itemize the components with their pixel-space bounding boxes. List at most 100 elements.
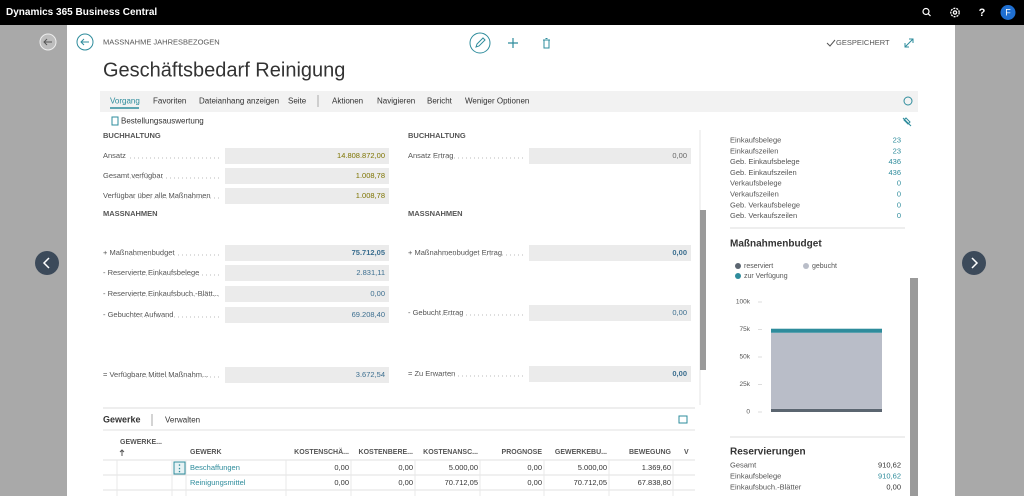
field-label: = Verfügbare Mittel Maßnahm...: [103, 370, 208, 379]
field-box: [529, 245, 691, 261]
field-label: Verfügbar über alle Maßnahmen: [103, 191, 211, 200]
saved-check: [826, 39, 836, 47]
field-value: 69.208,40: [352, 310, 385, 319]
user-initial[interactable]: F: [1005, 7, 1011, 17]
field-value: 0,00: [672, 151, 687, 160]
gewerk-name: Reinigungsmittel: [190, 478, 246, 487]
gewerk-name: Beschaffungen: [190, 463, 240, 472]
settings-icon[interactable]: [950, 7, 960, 18]
cue-label: Einkaufsbuch.-Blätter: [730, 482, 802, 491]
cue-label: Einkaufszeilen: [730, 146, 778, 155]
field-label: Ansatz Ertrag: [408, 151, 453, 160]
search-icon[interactable]: [922, 7, 931, 17]
section-header: MASSNAHMEN: [103, 209, 158, 218]
cue-value[interactable]: 23: [893, 135, 901, 144]
menu-tab[interactable]: Aktionen: [332, 97, 363, 106]
back-arrow: [80, 38, 89, 46]
field-box: [225, 245, 389, 261]
column-header: GEWERKEBU...: [555, 449, 607, 456]
menu-tab[interactable]: Seite: [288, 97, 307, 106]
previous-arrow: [42, 257, 50, 269]
cue-value[interactable]: 0: [897, 211, 901, 220]
delete-button[interactable]: [543, 38, 550, 49]
cue-value[interactable]: 0: [897, 200, 901, 209]
cue-value: 0,00: [886, 482, 901, 491]
cue-label: Einkaufsbelege: [730, 471, 781, 480]
part-action[interactable]: Verwalten: [165, 416, 200, 425]
column-header: V: [684, 449, 689, 456]
expand-button[interactable]: [678, 415, 688, 424]
section-title: Reservierungen: [730, 447, 806, 458]
factbox-scroll-thumb[interactable]: [910, 278, 918, 496]
menu-tab[interactable]: Weniger Optionen: [465, 97, 529, 106]
table-cell: 0,00: [334, 463, 349, 472]
info-button[interactable]: [903, 96, 913, 106]
table-cell: 67.838,80: [638, 478, 671, 487]
field-value: 2.831,11: [356, 268, 385, 277]
cue-value[interactable]: 436: [888, 168, 901, 177]
cue-value[interactable]: 0: [897, 179, 901, 188]
cue-value[interactable]: 23: [893, 146, 901, 155]
y-tick-label: 50k: [740, 354, 751, 361]
field-box: [529, 366, 691, 382]
column-header: GEWERKE...: [120, 439, 162, 446]
cue-value: 910,62: [878, 460, 901, 469]
menu-tab[interactable]: Navigieren: [377, 97, 415, 106]
field-box: [225, 307, 389, 323]
column-header: BEWEGUNG: [629, 449, 672, 456]
page-title: Geschäftsbedarf Reinigung: [103, 59, 345, 81]
field-box: [225, 367, 389, 383]
top-bar: [0, 0, 1024, 25]
menu-tab[interactable]: Vorgang: [110, 97, 140, 106]
cue-label: Verkaufszeilen: [730, 189, 779, 198]
cue-label: Geb. Verkaufsbelege: [730, 200, 800, 209]
breadcrumb: MASSNAHME JAHRESBEZOGEN: [103, 37, 220, 46]
chart-title: Maßnahmenbudget: [730, 239, 822, 250]
y-tick-label: 75k: [740, 326, 751, 333]
menu-tab[interactable]: Bericht: [427, 97, 453, 106]
back-arrow: [43, 38, 52, 46]
section-header: BUCHHALTUNG: [103, 131, 161, 140]
edit-button[interactable]: [469, 32, 491, 54]
table-cell: 70.712,05: [574, 478, 607, 487]
help-icon[interactable]: ?: [979, 7, 986, 19]
field-value: 75.712,05: [352, 248, 385, 257]
scroll-thumb[interactable]: [700, 210, 706, 370]
report-icon: [111, 116, 119, 126]
table-cell: 0,00: [398, 478, 413, 487]
cue-value: 910,62: [878, 471, 901, 480]
field-box: [225, 148, 389, 164]
cue-value[interactable]: 0: [897, 189, 901, 198]
previous-record[interactable]: [35, 251, 59, 275]
field-label: - Gebucht Ertrag: [408, 308, 463, 317]
new-button[interactable]: [508, 38, 518, 48]
legend-label: reserviert: [744, 263, 773, 270]
cue-value[interactable]: 436: [888, 157, 901, 166]
menu-tab[interactable]: Favoriten: [153, 97, 186, 106]
cue-label: Einkaufsbelege: [730, 135, 781, 144]
user-avatar[interactable]: [1000, 5, 1016, 20]
cue-label: Gesamt: [730, 460, 757, 469]
table-cell: 0,00: [527, 463, 542, 472]
column-header: KOSTENSCHÄ...: [294, 448, 349, 456]
legend-label: gebucht: [812, 263, 837, 270]
field-box: [529, 305, 691, 321]
field-value: 14.808.872,00: [337, 151, 385, 160]
field-value: 1.008,78: [356, 171, 385, 180]
pin-icon[interactable]: [902, 117, 912, 127]
edit-icon: [475, 37, 486, 48]
row-menu: [173, 461, 186, 475]
collapse-button[interactable]: [904, 38, 914, 48]
field-value: 0,00: [370, 289, 385, 298]
cue-label: Geb. Einkaufsbelege: [730, 157, 800, 166]
next-record[interactable]: [962, 251, 986, 275]
field-value: 1.008,78: [356, 191, 385, 200]
action-button[interactable]: Bestellungsauswertung: [121, 117, 204, 126]
section-header: BUCHHALTUNG: [408, 131, 466, 140]
table-cell: 1.369,60: [642, 463, 671, 472]
field-value: 0,00: [672, 248, 687, 257]
menu-tab[interactable]: Dateianhang anzeigen: [199, 97, 279, 106]
column-header: KOSTENBERE...: [359, 449, 414, 456]
